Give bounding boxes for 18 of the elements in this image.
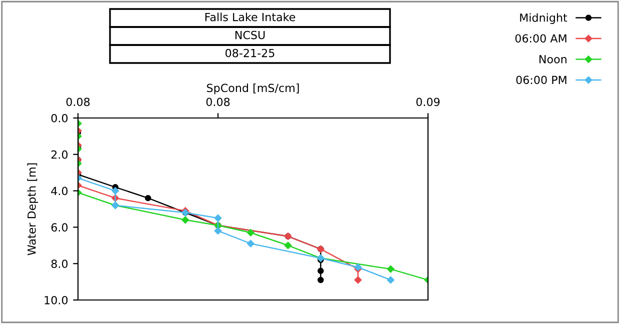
- legend-label: Noon: [540, 55, 566, 64]
- x-tick-label: 0.09: [416, 98, 440, 106]
- x-tick-label: 0.08: [206, 98, 230, 106]
- chart-title: Falls Lake Intake: [205, 12, 296, 22]
- y-tick-label: 6.0: [51, 223, 68, 232]
- x-axis-title: SpCond [mS/cm]: [206, 84, 299, 94]
- legend-label: 06:00 PM: [516, 76, 566, 84]
- y-tick-label: 8.0: [51, 260, 68, 268]
- legend-label: Midnight: [520, 13, 568, 24]
- y-tick-label: 4.0: [51, 186, 68, 196]
- y-axis-title: Water Depth [m]: [27, 163, 38, 256]
- y-tick-label: 2.0: [51, 150, 68, 159]
- text: 08-21-25: [226, 48, 274, 58]
- legend-label: 06:00 AM: [515, 34, 566, 43]
- x-tick-label: 0.08: [66, 98, 90, 106]
- y-tick-label: 0.0: [51, 114, 68, 122]
- y-tick-label: 10.0: [44, 296, 68, 304]
- chart-subtitle: NCSU: [235, 30, 265, 40]
